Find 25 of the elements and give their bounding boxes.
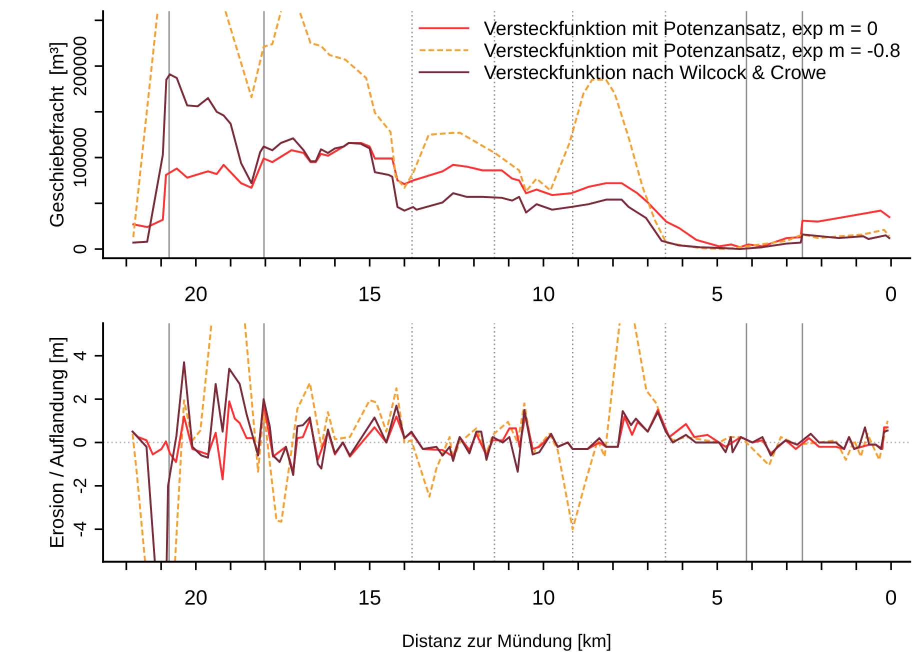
x-tick-label: 10 bbox=[533, 286, 554, 302]
y-tick-label: 4 bbox=[74, 351, 86, 360]
y-tick-label: -2 bbox=[74, 478, 86, 494]
x-tick-label: 0 bbox=[886, 590, 896, 605]
x-tick-label: 5 bbox=[712, 286, 722, 302]
y-tick-label: 200000 bbox=[74, 36, 86, 96]
y-tick-label: 0 bbox=[74, 244, 86, 254]
legend-label: Versteckfunktion mit Potenzansatz, exp m = 0 bbox=[484, 20, 878, 40]
legend-label: Versteckfunktion mit Potenzansatz, exp m = -0.8 bbox=[484, 42, 900, 62]
y-axis-title: Geschiebefracht [m³] bbox=[49, 43, 68, 227]
x-tick-label: 15 bbox=[360, 286, 380, 302]
x-tick-label: 5 bbox=[712, 590, 722, 605]
x-tick-label: 20 bbox=[185, 590, 207, 605]
x-tick-label: 20 bbox=[185, 286, 207, 302]
x-tick-label: 0 bbox=[886, 286, 896, 302]
y-tick-label: 2 bbox=[74, 395, 86, 404]
y-tick-label: -4 bbox=[74, 522, 86, 536]
y-tick-label: 100000 bbox=[74, 128, 86, 186]
x-axis-title: Distanz zur Mündung [km] bbox=[403, 634, 610, 651]
y-axis-title: Erosion / Auflandung [m] bbox=[49, 338, 68, 547]
y-tick-label: 0 bbox=[74, 438, 86, 447]
x-tick-label: 15 bbox=[360, 590, 380, 605]
line-series bbox=[132, 142, 890, 248]
x-tick-label: 10 bbox=[533, 590, 554, 605]
legend-label: Versteckfunktion nach Wilcock & Crowe bbox=[484, 64, 826, 80]
